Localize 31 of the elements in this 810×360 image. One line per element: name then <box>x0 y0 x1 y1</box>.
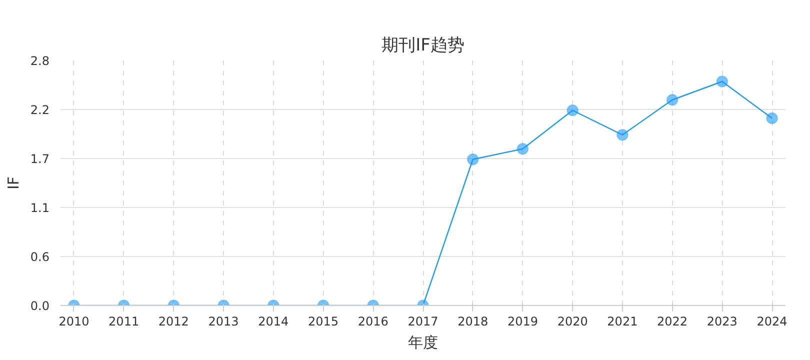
x-tick-label: 2018 <box>458 314 488 328</box>
x-tick-label: 2020 <box>557 314 588 328</box>
point <box>716 76 728 88</box>
y-axis-title: IF <box>4 176 22 190</box>
y-tick-label: 1.1 <box>30 201 50 215</box>
y-tick-label: 0.6 <box>30 250 50 264</box>
y-tick-label: 2.8 <box>30 54 50 68</box>
x-tick-label: 2024 <box>756 314 788 328</box>
y-tick-label: 0.0 <box>30 299 50 313</box>
point <box>766 112 778 124</box>
x-tick-label: 2013 <box>208 314 239 328</box>
y-tick-label: 2.2 <box>30 103 50 117</box>
point <box>666 94 678 106</box>
x-tick-label: 2014 <box>258 314 289 328</box>
x-tick-label: 2022 <box>657 314 688 328</box>
point <box>516 142 529 155</box>
x-tick-label: 2016 <box>358 314 388 328</box>
x-tick-label: 2015 <box>308 314 339 328</box>
x-axis-title: 年度 <box>408 334 438 352</box>
point <box>616 128 628 141</box>
x-tick-label: 2012 <box>158 314 189 328</box>
y-tick-label: 1.7 <box>30 152 50 166</box>
x-tick-label: 2019 <box>507 314 538 328</box>
point <box>566 104 579 116</box>
point <box>466 153 479 166</box>
x-tick-label: 2023 <box>706 314 738 328</box>
x-tick-label: 2010 <box>58 314 90 328</box>
chart-title: 期刊IF趋势 <box>382 36 464 56</box>
x-tick-label: 2021 <box>607 314 638 328</box>
x-tick-label: 2017 <box>408 314 438 328</box>
x-tick-label: 2011 <box>108 314 140 328</box>
